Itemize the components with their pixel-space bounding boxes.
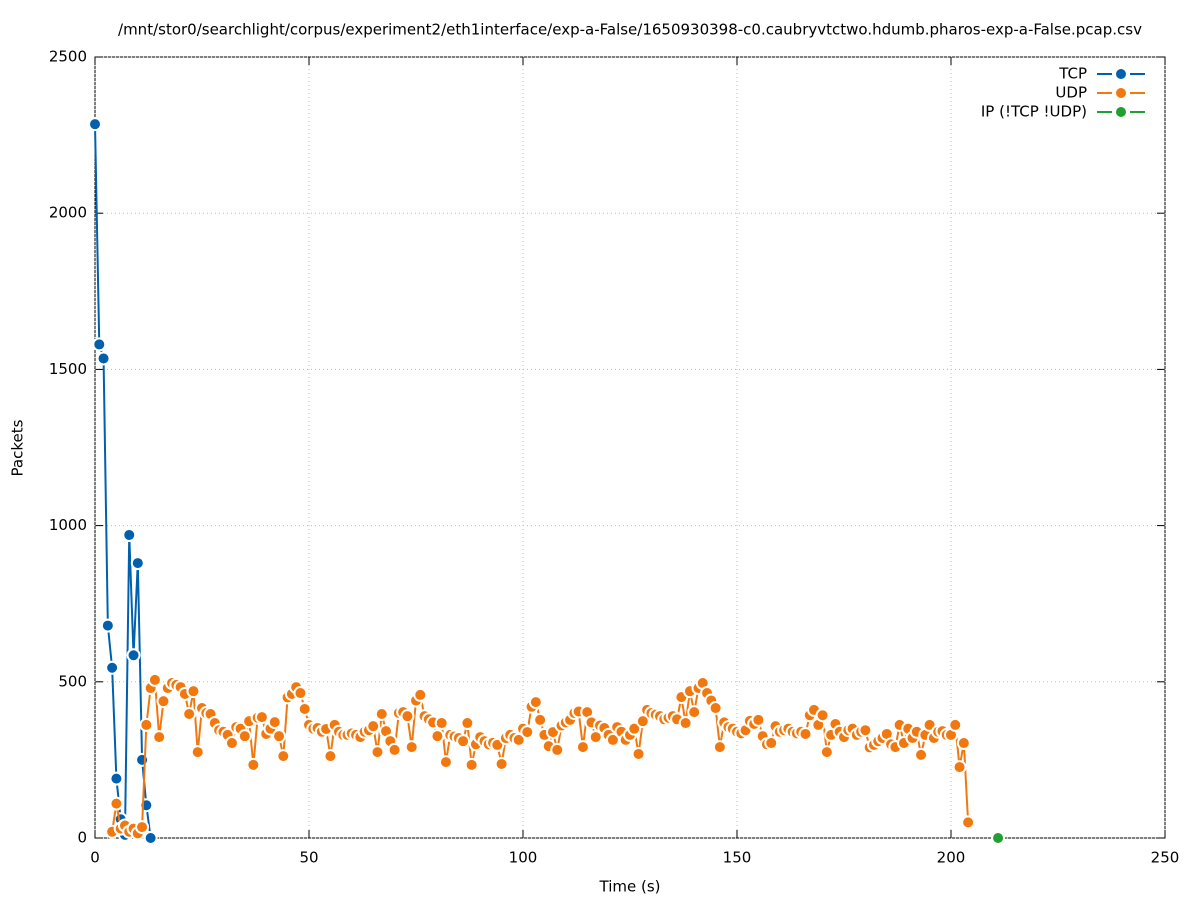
data-point <box>464 757 479 772</box>
data-point <box>764 736 779 751</box>
legend-marker <box>1114 105 1128 119</box>
x-tick-label: 0 <box>90 849 100 867</box>
data-point <box>751 712 766 727</box>
data-point <box>272 729 287 744</box>
data-point <box>130 556 145 571</box>
data-point <box>430 729 445 744</box>
y-tick-label: 0 <box>77 829 87 847</box>
y-tick-label: 500 <box>58 672 87 690</box>
data-point <box>297 701 312 716</box>
series-line <box>94 124 152 839</box>
y-tick-label: 1500 <box>49 360 87 378</box>
data-point <box>135 820 150 835</box>
data-point <box>678 716 693 731</box>
data-point <box>126 648 141 663</box>
data-point <box>550 742 565 757</box>
data-point <box>952 760 967 775</box>
data-point <box>182 706 197 721</box>
data-point <box>438 755 453 770</box>
data-point <box>708 701 723 716</box>
data-point <box>237 729 252 744</box>
data-point <box>370 745 385 760</box>
data-point <box>858 723 873 738</box>
data-point <box>109 771 124 786</box>
data-point <box>92 337 107 352</box>
data-point <box>520 725 535 740</box>
x-tick-label: 250 <box>1151 849 1180 867</box>
y-tick-label: 2500 <box>49 48 87 66</box>
data-point <box>143 831 158 845</box>
chart-title: /mnt/stor0/searchlight/corpus/experiment… <box>118 21 1142 39</box>
data-point <box>456 734 471 749</box>
x-tick-label: 50 <box>299 849 318 867</box>
data-point <box>991 831 1006 845</box>
data-point <box>293 686 308 701</box>
legend-marker <box>1114 67 1128 81</box>
data-point <box>434 716 449 731</box>
y-tick-label: 2000 <box>49 204 87 222</box>
data-point <box>387 742 402 757</box>
data-point <box>575 740 590 755</box>
data-point <box>254 710 269 725</box>
data-point <box>948 717 963 732</box>
data-point <box>139 717 154 732</box>
legend-label: TCP <box>1058 65 1087 83</box>
y-tick-label: 1000 <box>49 516 87 534</box>
data-point <box>276 749 291 764</box>
data-point <box>798 726 813 741</box>
data-point <box>815 708 830 723</box>
data-point <box>135 752 150 767</box>
data-point <box>88 117 102 132</box>
data-point <box>819 745 834 760</box>
x-tick-label: 200 <box>937 849 966 867</box>
data-point <box>712 740 727 755</box>
data-point <box>105 660 120 675</box>
data-point <box>190 745 205 760</box>
data-point <box>404 740 419 755</box>
data-point <box>687 705 702 720</box>
data-point <box>956 736 971 751</box>
data-point <box>366 719 381 734</box>
data-point <box>224 736 239 751</box>
legend-label: UDP <box>1055 84 1087 102</box>
x-tick-label: 150 <box>723 849 752 867</box>
data-point <box>267 715 282 730</box>
data-point <box>914 747 929 762</box>
legend-marker <box>1114 86 1128 100</box>
data-point <box>152 730 167 745</box>
data-point <box>460 716 475 731</box>
data-point <box>323 749 338 764</box>
data-point <box>96 351 111 366</box>
data-point <box>246 757 261 772</box>
data-point <box>413 687 428 702</box>
data-point <box>147 672 162 687</box>
data-point <box>374 706 389 721</box>
data-point <box>400 709 415 724</box>
data-point <box>528 695 543 710</box>
x-axis-label: Time (s) <box>599 878 661 896</box>
y-axis-label: Packets <box>9 419 27 476</box>
data-point <box>122 527 137 542</box>
data-point <box>100 618 115 633</box>
data-point <box>631 746 646 761</box>
data-point <box>186 684 201 699</box>
data-point <box>533 712 548 727</box>
data-point <box>494 756 509 771</box>
data-point <box>627 721 642 736</box>
x-tick-label: 100 <box>509 849 538 867</box>
data-point <box>588 730 603 745</box>
data-point <box>109 796 124 811</box>
data-point <box>156 694 171 709</box>
plot-frame <box>94 56 1166 839</box>
legend-label: IP (!TCP !UDP) <box>981 103 1087 121</box>
data-point <box>961 815 976 830</box>
